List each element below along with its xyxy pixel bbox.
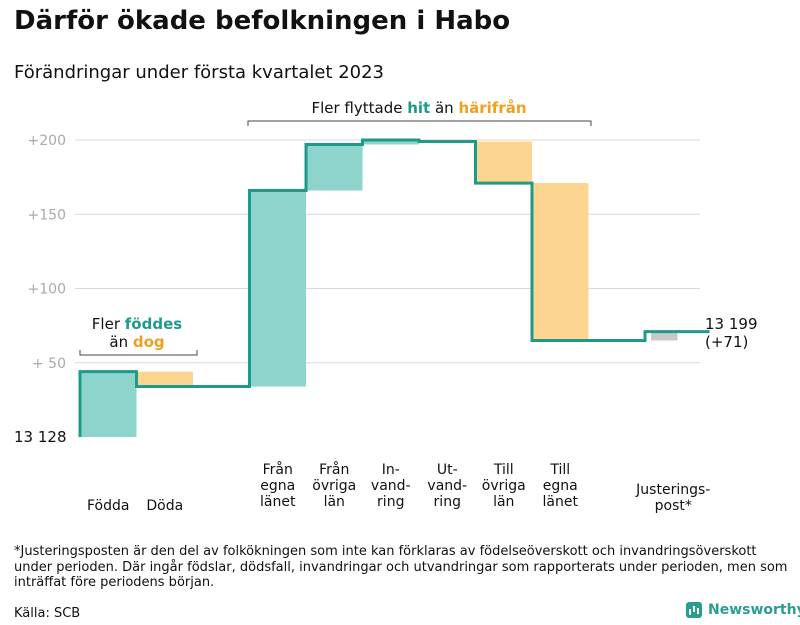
category-label-10-0: Justerings-	[635, 482, 710, 498]
category-label-3-0: Från	[263, 461, 293, 478]
category-label-6-2: ring	[434, 494, 461, 510]
births-annotation-line2: än dog	[109, 333, 164, 351]
step-line	[78, 138, 710, 437]
births-highlight: föddes	[125, 315, 182, 333]
bar-5	[362, 140, 419, 145]
chart-subtitle: Förändringar under första kvartalet 2023	[14, 62, 385, 83]
category-label-7-1: övriga	[482, 478, 526, 494]
category-label-8-1: egna	[543, 478, 578, 494]
category-label-10-1: post*	[655, 498, 692, 514]
category-label-5-2: ring	[377, 494, 404, 510]
y-tick-label-3: +200	[28, 133, 66, 149]
bar-10	[651, 331, 678, 341]
category-label-1-0: Döda	[146, 498, 183, 514]
category-label-4-0: Från	[319, 461, 349, 478]
y-tick-label-2: +150	[28, 207, 66, 223]
category-label-3-1: egna	[260, 478, 295, 494]
migration-highlight-out: härifrån	[458, 99, 526, 117]
category-label-0-0: Födda	[87, 498, 129, 514]
migration-highlight-in: hit	[407, 99, 430, 117]
deaths-annotation-prefix: än	[109, 333, 132, 351]
category-label-5-1: vand-	[371, 478, 411, 494]
migration-middle: än	[430, 99, 458, 117]
end-value-label: 13 199	[705, 315, 758, 333]
bar-1	[136, 371, 193, 387]
category-label-5-0: In-	[382, 462, 400, 478]
bar-7	[475, 141, 532, 184]
bar-4	[306, 144, 363, 191]
y-tick-label-1: +100	[28, 282, 66, 298]
category-label-8-2: länet	[543, 494, 579, 510]
source-label: Källa: SCB	[14, 606, 81, 621]
start-value-label: 13 128	[14, 428, 67, 446]
births-bracket	[79, 350, 198, 356]
bar-0	[80, 371, 137, 437]
footnote: *Justeringsposten är den del av folkökni…	[14, 544, 788, 590]
births-annotation-prefix: Fler	[92, 315, 125, 333]
category-label-6-1: vand-	[427, 478, 467, 494]
chart-title: Därför ökade befolkningen i Habo	[14, 6, 511, 36]
y-tick-label-0: + 50	[32, 356, 66, 372]
category-label-8-0: Till	[549, 462, 570, 478]
category-label-4-1: övriga	[312, 478, 356, 494]
category-label-6-0: Ut-	[437, 462, 458, 478]
bar-8	[532, 183, 589, 341]
bar-3	[249, 190, 306, 387]
migration-annotation: Fler flyttade hit än härifrån	[311, 99, 526, 117]
brand-name: Newsworthy	[708, 602, 800, 618]
category-label-7-0: Till	[493, 462, 514, 478]
migration-prefix: Fler flyttade	[311, 99, 407, 117]
births-annotation-line1: Fler föddes	[92, 315, 182, 333]
deaths-highlight: dog	[133, 333, 165, 351]
category-label-3-2: länet	[260, 494, 296, 510]
newsworthy-logo-icon	[686, 602, 702, 618]
end-change-label: (+71)	[705, 333, 748, 351]
migration-bracket	[247, 120, 592, 126]
category-label-4-2: län	[324, 494, 345, 510]
category-label-7-2: län	[493, 494, 514, 510]
brand-logo: Newsworthy	[686, 602, 800, 618]
